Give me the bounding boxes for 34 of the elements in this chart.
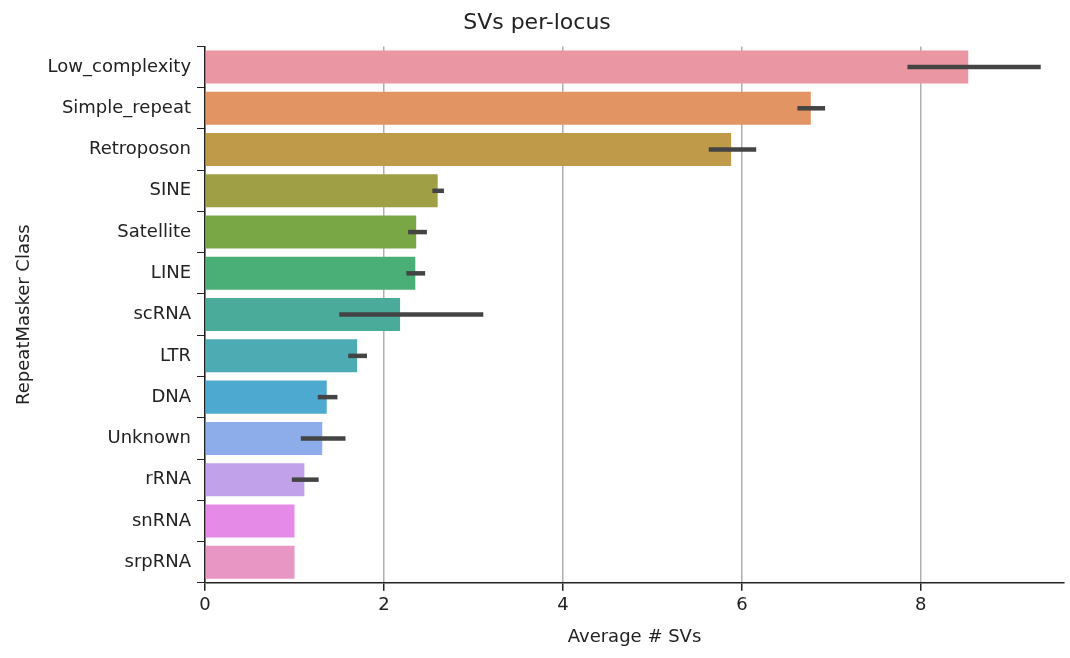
- y-tick-label: LINE: [150, 261, 192, 283]
- y-tick-label: Simple_repeat: [61, 95, 192, 118]
- y-tick-label: snRNA: [131, 508, 192, 530]
- bar: [205, 463, 305, 497]
- bar: [205, 545, 295, 579]
- bar: [205, 50, 969, 84]
- x-tick-label: 0: [199, 593, 211, 615]
- bar: [205, 133, 732, 167]
- y-tick-label: LTR: [159, 343, 192, 365]
- bar: [205, 256, 416, 290]
- x-tick-label: 6: [736, 593, 748, 615]
- bar: [205, 421, 323, 455]
- y-tick-label: Satellite: [117, 219, 192, 241]
- y-tick-label: SINE: [149, 178, 192, 200]
- y-tick-label: Low_complexity: [47, 54, 192, 77]
- bar: [205, 215, 417, 249]
- bar: [205, 298, 401, 332]
- bar: [205, 174, 438, 208]
- x-tick-label: 4: [557, 593, 569, 615]
- bar: [205, 380, 327, 414]
- y-axis-title: RepeatMasker Class: [12, 224, 34, 405]
- chart-title: SVs per-locus: [463, 8, 611, 34]
- y-tick-label: scRNA: [133, 302, 192, 324]
- x-tick-label: 2: [378, 593, 390, 615]
- y-tick-label: rRNA: [145, 467, 192, 489]
- y-tick-label: srpRNA: [124, 549, 192, 571]
- bar: [205, 504, 295, 538]
- bar: [205, 339, 358, 373]
- x-tick-label: 8: [915, 593, 927, 615]
- y-tick-label: Retroposon: [88, 137, 192, 159]
- bar: [205, 91, 811, 125]
- y-tick-label: DNA: [151, 384, 192, 406]
- x-axis-title: Average # SVs: [567, 624, 702, 646]
- y-tick-label: Unknown: [107, 426, 192, 448]
